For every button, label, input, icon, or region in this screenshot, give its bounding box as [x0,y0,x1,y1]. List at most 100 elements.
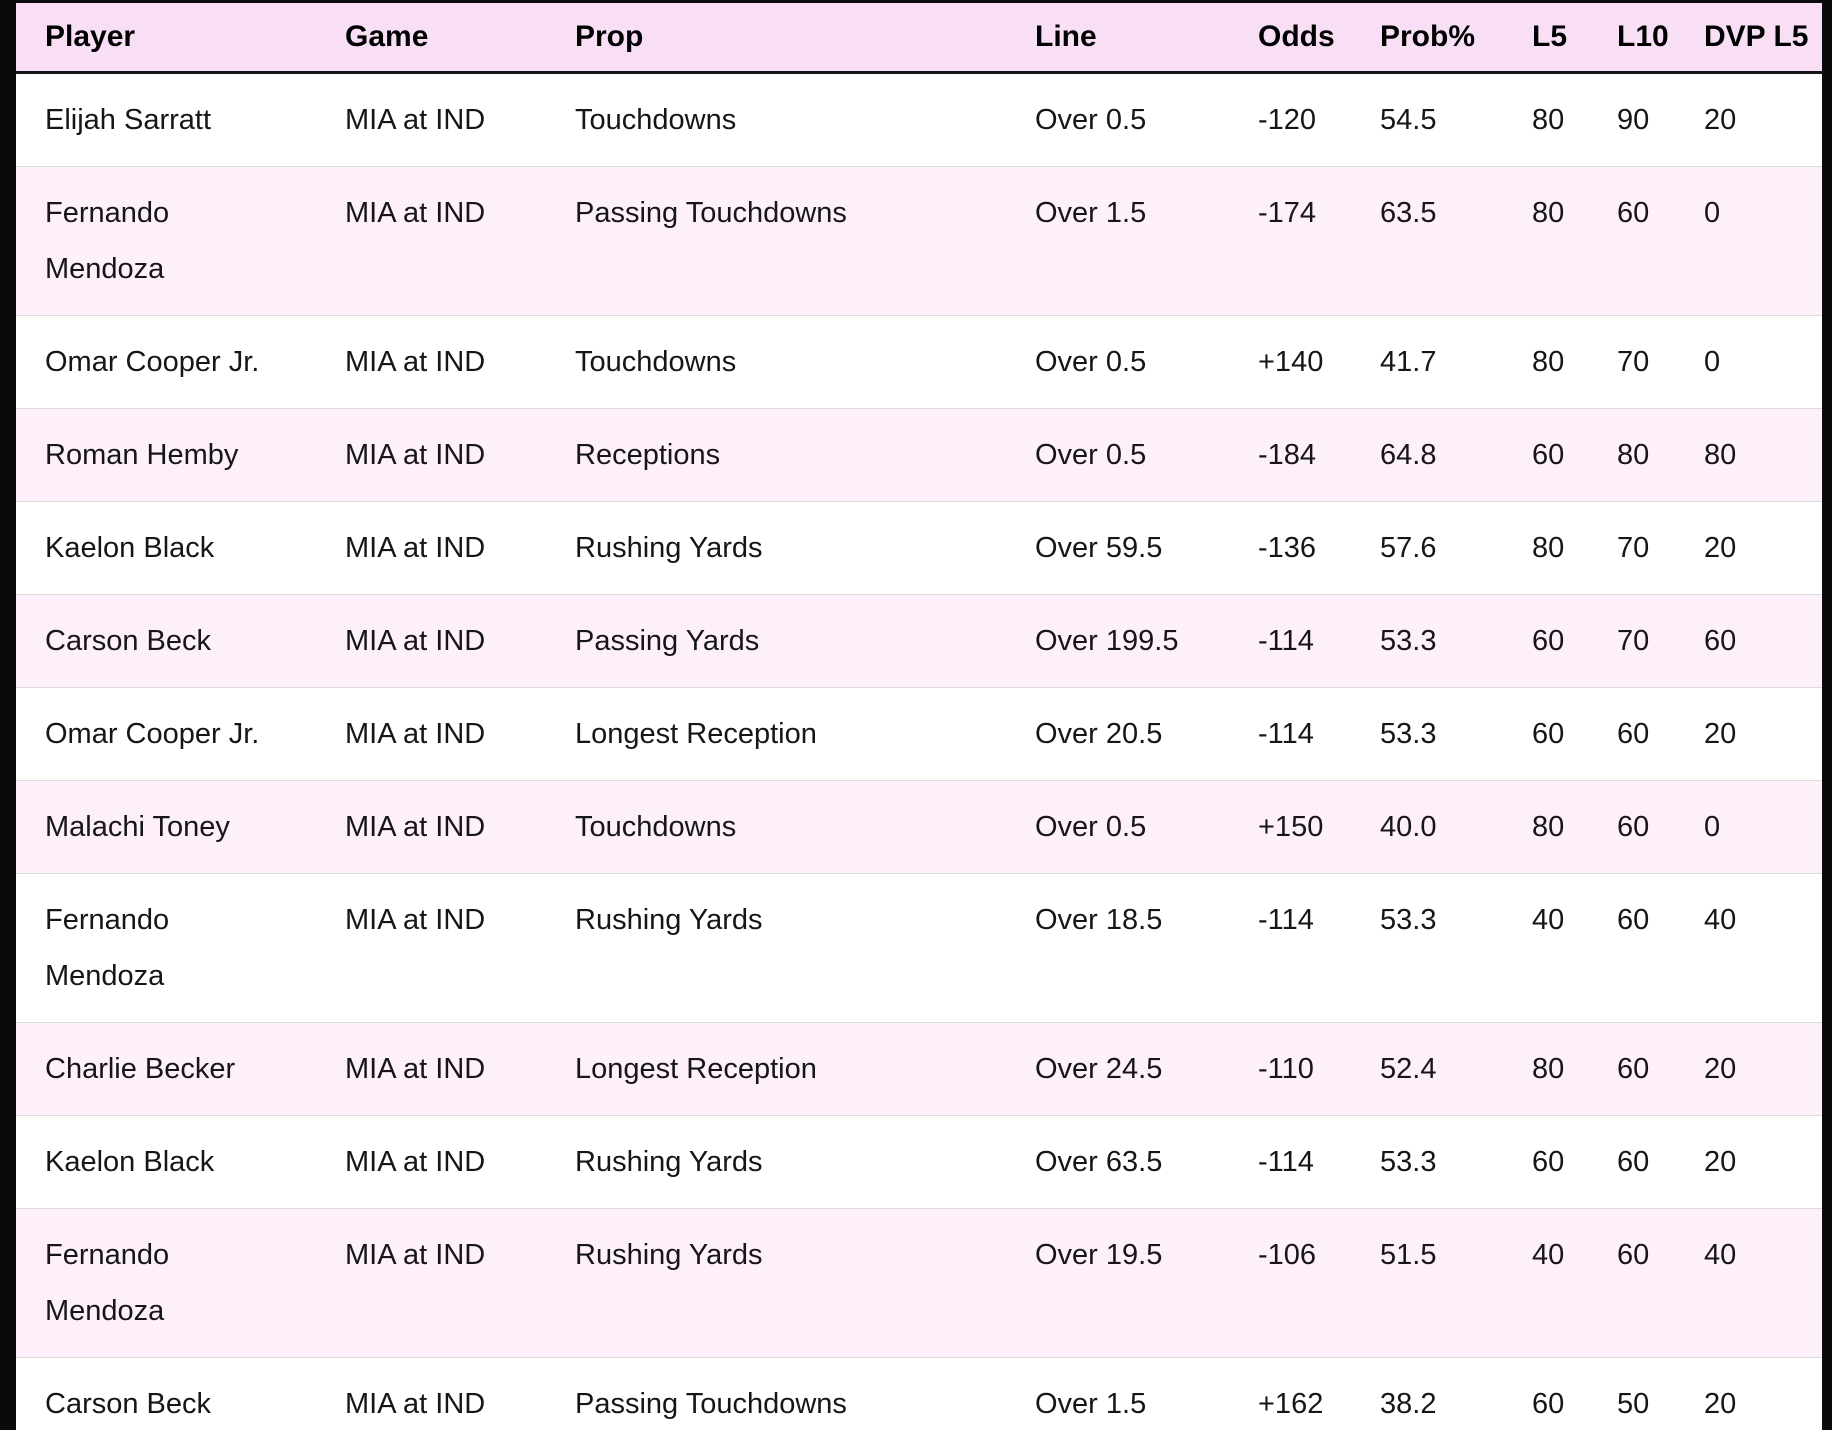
cell-prop: Receptions [555,408,1015,502]
table-row: Malachi Toney MIA at IND Touchdowns Over 0.… [16,780,1822,874]
cell-game: MIA at IND [325,594,555,688]
cell-prob: 53.3 [1360,873,1512,1023]
cell-l10: 60 [1597,1022,1684,1116]
table-row: Omar Cooper Jr. MIA at IND Longest Recepti… [16,687,1822,781]
cell-game: MIA at IND [325,1115,555,1209]
cell-odds: -114 [1238,873,1360,1023]
cell-player: Fernando Mendoza [16,873,325,1023]
cell-odds: -110 [1238,1022,1360,1116]
cell-dvp: 20 [1684,1022,1822,1116]
cell-l10: 60 [1597,873,1684,1023]
column-header-player[interactable]: Player [16,3,325,74]
column-header-odds[interactable]: Odds [1238,3,1360,74]
cell-l5: 40 [1512,873,1597,1023]
cell-line: Over 0.5 [1015,315,1238,409]
cell-l5: 80 [1512,780,1597,874]
cell-prop: Touchdowns [555,780,1015,874]
cell-l5: 80 [1512,1022,1597,1116]
cell-prob: 64.8 [1360,408,1512,502]
table-row: Fernando Mendoza MIA at IND Rushing Yards O… [16,1208,1822,1358]
table-row: Kaelon Black MIA at IND Rushing Yards Over … [16,501,1822,595]
cell-l5: 60 [1512,408,1597,502]
cell-odds: -174 [1238,166,1360,316]
cell-dvp: 40 [1684,873,1822,1023]
cell-l10: 90 [1597,72,1684,167]
cell-prop: Passing Touchdowns [555,166,1015,316]
column-header-line[interactable]: Line [1015,3,1238,74]
cell-game: MIA at IND [325,408,555,502]
cell-odds: -136 [1238,501,1360,595]
cell-odds: -106 [1238,1208,1360,1358]
cell-dvp: 20 [1684,501,1822,595]
cell-line: Over 0.5 [1015,408,1238,502]
cell-line: Over 199.5 [1015,594,1238,688]
column-header-prop[interactable]: Prop [555,3,1015,74]
cell-dvp: 60 [1684,594,1822,688]
cell-player: Carson Beck [16,594,325,688]
column-header-dvp[interactable]: DVP L5 [1684,3,1822,74]
cell-prob: 51.5 [1360,1208,1512,1358]
cell-player: Kaelon Black [16,501,325,595]
cell-line: Over 1.5 [1015,1357,1238,1430]
column-header-prob[interactable]: Prob% [1360,3,1512,74]
cell-prob: 53.3 [1360,687,1512,781]
cell-l10: 60 [1597,780,1684,874]
cell-l10: 80 [1597,408,1684,502]
cell-l5: 60 [1512,594,1597,688]
cell-dvp: 80 [1684,408,1822,502]
cell-line: Over 59.5 [1015,501,1238,595]
cell-l10: 60 [1597,1115,1684,1209]
cell-game: MIA at IND [325,1208,555,1358]
cell-prop: Touchdowns [555,315,1015,409]
cell-l10: 60 [1597,1208,1684,1358]
cell-line: Over 63.5 [1015,1115,1238,1209]
cell-prob: 41.7 [1360,315,1512,409]
column-header-l5[interactable]: L5 [1512,3,1597,74]
cell-player: Omar Cooper Jr. [16,687,325,781]
cell-prob: 53.3 [1360,1115,1512,1209]
cell-odds: -120 [1238,72,1360,167]
table-row: Carson Beck MIA at IND Passing Yards Over 1… [16,594,1822,688]
cell-line: Over 18.5 [1015,873,1238,1023]
column-header-game[interactable]: Game [325,3,555,74]
cell-game: MIA at IND [325,780,555,874]
cell-line: Over 0.5 [1015,780,1238,874]
cell-line: Over 20.5 [1015,687,1238,781]
cell-prob: 52.4 [1360,1022,1512,1116]
cell-line: Over 24.5 [1015,1022,1238,1116]
cell-prob: 38.2 [1360,1357,1512,1430]
cell-prop: Touchdowns [555,72,1015,167]
cell-l5: 80 [1512,315,1597,409]
cell-dvp: 0 [1684,315,1822,409]
table-row: Carson Beck MIA at IND Passing Touchdowns O… [16,1357,1822,1430]
cell-game: MIA at IND [325,873,555,1023]
cell-game: MIA at IND [325,166,555,316]
cell-game: MIA at IND [325,315,555,409]
cell-l10: 70 [1597,501,1684,595]
cell-l10: 60 [1597,687,1684,781]
cell-player: Elijah Sarratt [16,72,325,167]
cell-odds: +150 [1238,780,1360,874]
cell-line: Over 1.5 [1015,166,1238,316]
cell-l10: 70 [1597,594,1684,688]
cell-player: Carson Beck [16,1357,325,1430]
cell-prop: Passing Touchdowns [555,1357,1015,1430]
cell-prob: 63.5 [1360,166,1512,316]
cell-dvp: 20 [1684,72,1822,167]
cell-player: Omar Cooper Jr. [16,315,325,409]
props-table: Player Game Prop Line Odds Prob% L5 L10 … [16,3,1822,1430]
cell-odds: -114 [1238,687,1360,781]
cell-prop: Passing Yards [555,594,1015,688]
cell-l10: 60 [1597,166,1684,316]
cell-player: Kaelon Black [16,1115,325,1209]
column-header-l10[interactable]: L10 [1597,3,1684,74]
cell-odds: +140 [1238,315,1360,409]
cell-prop: Rushing Yards [555,873,1015,1023]
cell-game: MIA at IND [325,501,555,595]
cell-dvp: 20 [1684,1115,1822,1209]
cell-l5: 60 [1512,1357,1597,1430]
table-row: Fernando Mendoza MIA at IND Passing Touchd… [16,166,1822,316]
table-row: Charlie Becker MIA at IND Longest Receptio… [16,1022,1822,1116]
cell-player: Fernando Mendoza [16,1208,325,1358]
cell-l5: 60 [1512,687,1597,781]
